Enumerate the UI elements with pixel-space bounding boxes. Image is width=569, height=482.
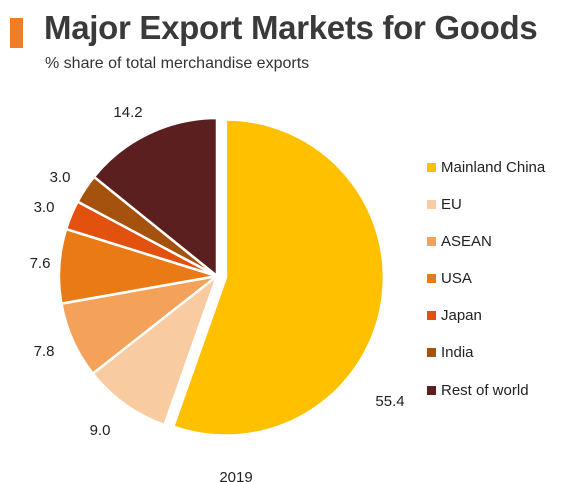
data-label-eu: 9.0 [90,422,111,439]
legend-swatch-rest-of-world [427,385,436,395]
legend-item-japan: Japan [427,306,545,326]
legend-swatch-asean [427,236,436,246]
legend-item-rest-of-world: Rest of world [427,380,545,400]
legend-item-eu: EU [427,194,545,214]
data-label-usa: 7.6 [30,255,51,272]
legend-item-usa: USA [427,269,545,289]
legend-label-usa: USA [441,270,472,288]
legend-label-rest-of-world: Rest of world [441,381,529,399]
data-label-asean: 7.8 [34,343,55,360]
pie-slice-eu [91,274,219,427]
pie-slice-rest-of-world [92,116,219,278]
chart-subtitle: % share of total merchandise exports [45,55,310,72]
legend-swatch-eu [427,199,436,209]
chart-caption-year: 2019 [219,469,252,482]
legend-swatch-usa [427,274,436,284]
legend-item-asean: ASEAN [427,231,545,251]
legend-label-japan: Japan [441,307,482,325]
legend-item-india: India [427,343,545,363]
legend-label-eu: EU [441,195,462,213]
legend-swatch-japan [427,311,436,321]
chart-title: Major Export Markets for Goods [44,9,538,46]
legend-item-mainland-china: Mainland China [427,157,545,177]
legend-label-india: India [441,344,474,362]
data-label-mainland-china: 55.4 [375,393,404,410]
chart-legend: Mainland China EU ASEAN USA Japan India Rest o… [427,157,545,417]
legend-label-asean: ASEAN [441,232,492,250]
data-label-rest-of-world: 14.2 [113,104,142,121]
title-accent-bar [10,18,23,48]
data-label-india: 3.0 [50,169,71,186]
legend-swatch-mainland-china [427,162,436,172]
legend-label-mainland-china: Mainland China [441,158,546,176]
data-label-japan: 3.0 [34,199,55,216]
pie-slice-mainland-china [172,118,386,437]
legend-swatch-india [427,348,436,358]
